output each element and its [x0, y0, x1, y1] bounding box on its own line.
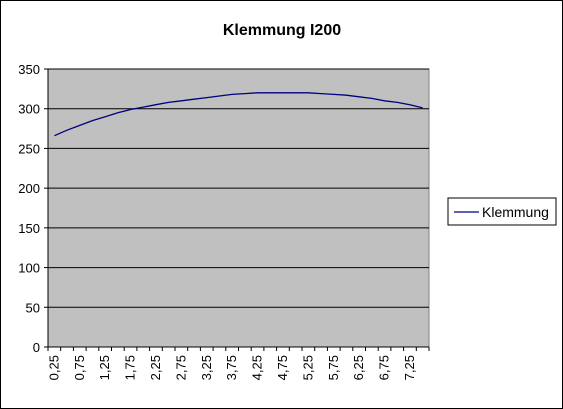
x-tick-label: 0,75: [72, 355, 87, 380]
x-tick-label: 3,75: [224, 355, 239, 380]
y-tick-label: 300: [18, 102, 40, 117]
x-tick-label: 4,25: [250, 355, 265, 380]
x-tick-label: 0,25: [46, 355, 61, 380]
x-tick-label: 2,75: [173, 355, 188, 380]
series-line-klemmung: [54, 92, 423, 137]
y-tick-label: 350: [18, 62, 40, 77]
y-tick-label: 0: [33, 340, 40, 355]
x-tick-label: 1,75: [123, 355, 138, 380]
x-tick-label: 3,25: [199, 355, 214, 380]
y-tick-label: 50: [26, 300, 40, 315]
chart-title: Klemmung I200: [223, 22, 341, 39]
plot-area: [47, 68, 430, 348]
x-tick-label: 5,25: [300, 355, 315, 380]
series-layer: [54, 92, 423, 137]
y-tick-label: 100: [18, 261, 40, 276]
x-tick-label: 7,25: [402, 355, 417, 380]
legend: Klemmung: [447, 197, 557, 226]
x-tick-label: 6,75: [377, 355, 392, 380]
x-tick-label: 6,25: [351, 355, 366, 380]
legend-label: Klemmung: [482, 204, 549, 220]
x-tick-label: 1,25: [97, 355, 112, 380]
x-tick-label: 2,25: [148, 355, 163, 380]
y-tick-label: 150: [18, 221, 40, 236]
y-tick-label: 250: [18, 141, 40, 156]
x-tick-label: 4,75: [275, 355, 290, 380]
x-tick-label: 5,75: [326, 355, 341, 380]
axes: 0 50 100 150 200 250 300 350 0,25 0,75 1,25 1,75 2,2…: [18, 62, 430, 380]
gridlines: [48, 68, 429, 308]
y-tick-label: 200: [18, 181, 40, 196]
